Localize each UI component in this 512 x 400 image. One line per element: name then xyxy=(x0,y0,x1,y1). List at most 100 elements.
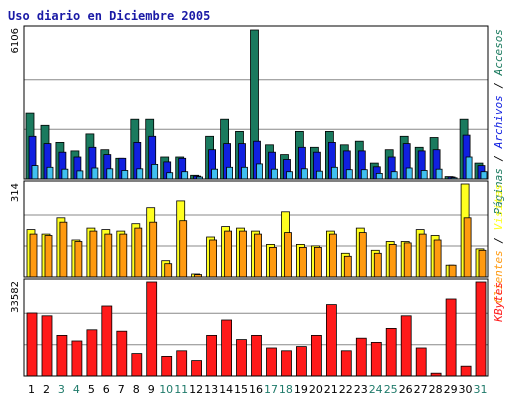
bar-visits-clientes-day-8 xyxy=(134,227,143,278)
bar-hits-accesos-day-11 xyxy=(181,171,189,180)
bar-hits-accesos-day-19 xyxy=(300,168,308,180)
bar-visits-clientes-day-25 xyxy=(388,243,397,278)
bar-hits-accesos-day-10 xyxy=(166,172,174,180)
legend-item-visits-0: Clientes xyxy=(492,250,505,303)
bar-hits-accesos-day-30 xyxy=(465,156,473,180)
x-tick-label-day-26: 26 xyxy=(399,383,413,396)
bar-kbytes-kbytes-day-1 xyxy=(26,312,38,377)
x-tick-label-day-13: 13 xyxy=(204,383,218,396)
bar-visits-clientes-day-7 xyxy=(119,233,128,278)
bar-visits-clientes-day-11 xyxy=(179,220,188,278)
bar-visits-clientes-day-19 xyxy=(298,246,307,278)
bar-hits-accesos-day-3 xyxy=(61,168,69,180)
bar-visits-clientes-day-22 xyxy=(343,255,352,278)
legend-item-visits-1: / xyxy=(492,230,505,250)
bar-hits-accesos-day-25 xyxy=(390,171,398,180)
bar-visits-clientes-day-4 xyxy=(74,241,83,278)
x-tick-label-day-17: 17 xyxy=(264,383,278,396)
bar-hits-accesos-day-24 xyxy=(375,172,383,180)
bar-visits-clientes-day-3 xyxy=(59,221,68,278)
x-tick-label-day-21: 21 xyxy=(324,383,338,396)
bar-visits-clientes-day-21 xyxy=(328,233,337,278)
bar-visits-clientes-day-6 xyxy=(104,233,113,278)
bar-kbytes-kbytes-day-12 xyxy=(191,360,203,377)
x-tick-label-day-23: 23 xyxy=(354,383,368,396)
bar-hits-accesos-day-9 xyxy=(151,163,159,180)
x-tick-label-day-14: 14 xyxy=(219,383,233,396)
bar-visits-clientes-day-20 xyxy=(313,246,322,278)
x-tick-label-day-5: 5 xyxy=(88,383,95,396)
bar-hits-accesos-day-21 xyxy=(330,166,338,180)
x-tick-label-day-29: 29 xyxy=(444,383,458,396)
bar-visits-clientes-day-13 xyxy=(209,239,218,278)
bar-kbytes-kbytes-day-11 xyxy=(176,350,188,377)
chart-title: Uso diario en Diciembre 2005 xyxy=(8,9,210,23)
panel-kbytes-ymax-label: 33582 xyxy=(10,281,21,313)
x-tick-label-day-22: 22 xyxy=(339,383,353,396)
bar-kbytes-kbytes-day-20 xyxy=(310,334,322,377)
x-tick-label-day-11: 11 xyxy=(174,383,188,396)
bar-kbytes-kbytes-day-27 xyxy=(415,347,427,377)
bar-kbytes-kbytes-day-18 xyxy=(281,350,292,377)
x-tick-label-day-25: 25 xyxy=(384,383,398,396)
bar-visits-clientes-day-14 xyxy=(224,230,233,278)
x-tick-label-day-30: 30 xyxy=(459,383,473,396)
bar-visits-clientes-day-18 xyxy=(284,232,292,278)
x-tick-label-day-31: 31 xyxy=(474,383,488,396)
x-tick-label-day-19: 19 xyxy=(294,383,308,396)
bar-kbytes-kbytes-day-13 xyxy=(206,334,218,377)
bar-kbytes-kbytes-day-4 xyxy=(71,340,83,377)
bar-visits-clientes-day-31 xyxy=(478,249,487,278)
bar-kbytes-kbytes-day-3 xyxy=(56,334,68,377)
bar-hits-accesos-day-4 xyxy=(76,170,84,180)
bar-kbytes-kbytes-day-23 xyxy=(355,337,367,377)
x-tick-label-day-1: 1 xyxy=(28,383,35,396)
bar-hits-accesos-day-18 xyxy=(286,171,293,180)
x-tick-label-day-12: 12 xyxy=(189,383,203,396)
bar-hits-accesos-day-20 xyxy=(315,170,323,180)
bar-visits-clientes-day-29 xyxy=(448,264,457,278)
bar-visits-clientes-day-24 xyxy=(373,252,382,278)
legend-item-kbytes-0: KBytes xyxy=(492,282,505,323)
bar-visits-clientes-day-17 xyxy=(269,246,277,278)
x-tick-label-day-9: 9 xyxy=(148,383,155,396)
bar-kbytes-kbytes-day-2 xyxy=(41,315,53,377)
x-tick-label-day-3: 3 xyxy=(58,383,65,396)
x-tick-label-day-10: 10 xyxy=(159,383,173,396)
panel-visits-legend: Clientes / Visitas xyxy=(492,184,505,303)
bar-hits-accesos-day-6 xyxy=(106,168,114,180)
bar-kbytes-kbytes-day-10 xyxy=(161,355,173,377)
bar-hits-accesos-day-27 xyxy=(420,170,428,180)
x-tick-label-day-8: 8 xyxy=(133,383,140,396)
bar-kbytes-kbytes-day-16 xyxy=(251,334,262,377)
bar-kbytes-kbytes-day-14 xyxy=(221,319,233,377)
panel-hits-frame xyxy=(23,25,489,180)
panel-visits-frame xyxy=(23,180,489,278)
bar-hits-accesos-day-26 xyxy=(405,167,413,180)
legend-item-hits-3: / xyxy=(492,75,505,95)
bar-hits-accesos-day-13 xyxy=(211,168,219,180)
bar-hits-accesos-day-1 xyxy=(31,165,39,180)
bar-hits-accesos-day-17 xyxy=(271,168,278,180)
bar-hits-accesos-day-7 xyxy=(121,170,129,180)
bar-visits-clientes-day-1 xyxy=(29,233,38,278)
bar-kbytes-kbytes-day-31 xyxy=(475,281,487,377)
bar-kbytes-kbytes-day-17 xyxy=(266,347,277,377)
bar-kbytes-kbytes-day-5 xyxy=(86,329,98,377)
bar-hits-accesos-day-14 xyxy=(226,166,234,180)
bar-kbytes-kbytes-day-25 xyxy=(385,327,397,377)
bar-visits-clientes-day-26 xyxy=(403,242,412,278)
x-tick-label-day-18: 18 xyxy=(279,383,293,396)
x-tick-label-day-20: 20 xyxy=(309,383,323,396)
legend-item-hits-4: Accesos xyxy=(492,29,505,76)
bar-kbytes-kbytes-day-6 xyxy=(101,305,113,377)
bar-kbytes-kbytes-day-7 xyxy=(116,330,128,377)
legend-item-visits-2: Visitas xyxy=(492,184,505,230)
bar-hits-accesos-day-8 xyxy=(136,168,144,180)
bar-hits-accesos-day-5 xyxy=(91,167,99,180)
x-tick-label-day-28: 28 xyxy=(429,383,443,396)
bar-kbytes-kbytes-day-24 xyxy=(370,341,382,377)
bar-kbytes-kbytes-day-21 xyxy=(325,304,337,377)
bar-hits-accesos-day-2 xyxy=(46,166,54,180)
x-tick-label-day-7: 7 xyxy=(118,383,125,396)
